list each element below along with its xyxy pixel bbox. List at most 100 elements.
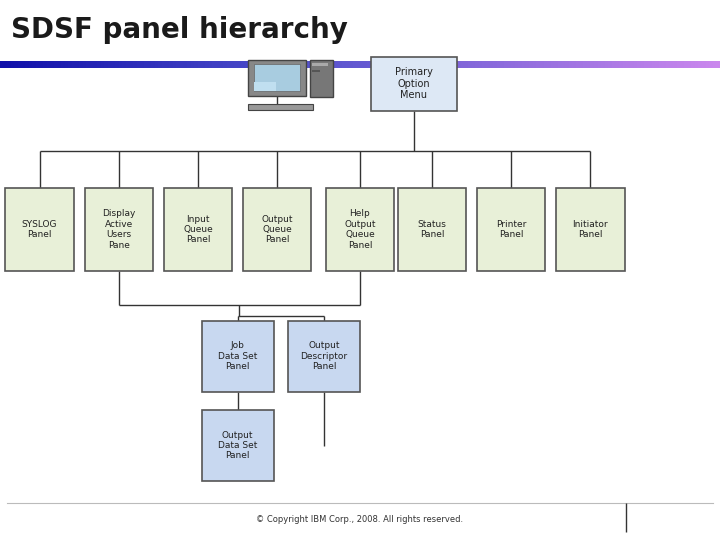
Bar (450, 61, 454, 68)
Bar (454, 61, 458, 68)
Bar (526, 61, 530, 68)
Bar (367, 61, 372, 68)
Bar (385, 61, 390, 68)
Bar (428, 61, 433, 68)
Bar (180, 61, 184, 68)
Bar (400, 61, 404, 68)
Bar (212, 61, 217, 68)
Bar (158, 61, 163, 68)
FancyBboxPatch shape (248, 60, 306, 96)
Bar (608, 61, 613, 68)
Bar (590, 61, 595, 68)
Bar (662, 61, 667, 68)
Bar (288, 61, 292, 68)
Bar (277, 61, 282, 68)
Bar (349, 61, 354, 68)
Bar (169, 61, 174, 68)
Bar (500, 61, 505, 68)
Bar (263, 61, 267, 68)
Bar (670, 61, 674, 68)
Bar (461, 61, 465, 68)
Bar (7, 61, 12, 68)
Bar (666, 61, 670, 68)
Bar (310, 61, 314, 68)
Bar (601, 61, 606, 68)
Bar (688, 61, 692, 68)
Bar (76, 61, 80, 68)
Bar (396, 61, 400, 68)
Bar (252, 61, 256, 68)
Bar (562, 61, 566, 68)
Bar (364, 61, 368, 68)
Bar (346, 61, 350, 68)
Bar (112, 61, 116, 68)
Bar (443, 61, 447, 68)
Bar (119, 61, 123, 68)
Bar (418, 61, 422, 68)
Bar (356, 61, 361, 68)
Bar (464, 61, 469, 68)
Bar (148, 61, 152, 68)
Bar (176, 61, 181, 68)
Bar (677, 61, 681, 68)
FancyBboxPatch shape (556, 188, 624, 271)
Bar (61, 61, 66, 68)
Bar (576, 61, 580, 68)
Bar (652, 61, 656, 68)
Bar (655, 61, 660, 68)
Text: SDSF panel hierarchy: SDSF panel hierarchy (11, 16, 348, 44)
FancyBboxPatch shape (243, 188, 311, 271)
Bar (508, 61, 512, 68)
Bar (320, 61, 325, 68)
FancyBboxPatch shape (371, 57, 457, 111)
Bar (202, 61, 206, 68)
Bar (209, 61, 213, 68)
Bar (220, 61, 224, 68)
Bar (612, 61, 616, 68)
FancyBboxPatch shape (164, 188, 232, 271)
Bar (36, 61, 40, 68)
Bar (598, 61, 602, 68)
Bar (270, 61, 274, 68)
Bar (32, 61, 37, 68)
Bar (342, 61, 346, 68)
Bar (302, 61, 307, 68)
Bar (144, 61, 148, 68)
Bar (626, 61, 631, 68)
Bar (338, 61, 343, 68)
Bar (702, 61, 706, 68)
Bar (371, 61, 375, 68)
Bar (432, 61, 436, 68)
Bar (230, 61, 235, 68)
Bar (122, 61, 127, 68)
Bar (634, 61, 638, 68)
Bar (374, 61, 379, 68)
Bar (266, 61, 271, 68)
Bar (360, 61, 364, 68)
Bar (644, 61, 649, 68)
FancyBboxPatch shape (254, 82, 276, 91)
Bar (295, 61, 300, 68)
Bar (623, 61, 627, 68)
Text: Output
Queue
Panel: Output Queue Panel (261, 214, 293, 245)
Bar (115, 61, 120, 68)
Bar (14, 61, 19, 68)
Bar (248, 61, 253, 68)
Bar (558, 61, 562, 68)
Bar (518, 61, 523, 68)
Bar (439, 61, 444, 68)
Bar (184, 61, 188, 68)
Bar (259, 61, 264, 68)
Bar (205, 61, 210, 68)
FancyBboxPatch shape (288, 321, 360, 392)
Bar (482, 61, 487, 68)
Bar (414, 61, 418, 68)
Bar (312, 70, 320, 72)
Bar (486, 61, 490, 68)
Bar (47, 61, 51, 68)
Bar (569, 61, 573, 68)
FancyBboxPatch shape (85, 188, 153, 271)
Bar (90, 61, 94, 68)
Bar (691, 61, 696, 68)
Text: © Copyright IBM Corp., 2008. All rights reserved.: © Copyright IBM Corp., 2008. All rights … (256, 515, 464, 524)
